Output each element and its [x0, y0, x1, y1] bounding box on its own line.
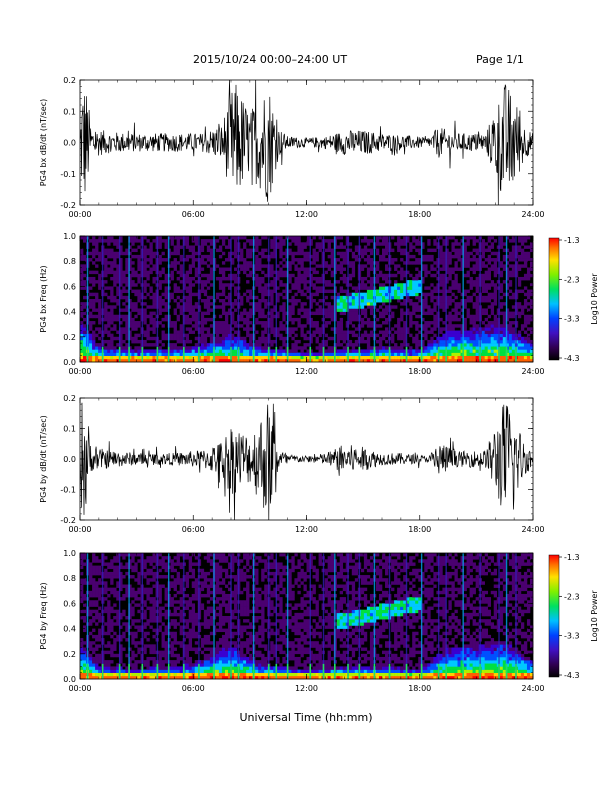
x-axis-title: Universal Time (hh:mm)	[239, 711, 373, 724]
x-tick-label: 18:00	[408, 210, 431, 219]
y-tick-label: 0.2	[63, 650, 76, 659]
colorbar-tick-label: -1.3	[564, 236, 580, 245]
waveform-trace	[80, 402, 533, 520]
x-tick-label: 00:00	[68, 525, 91, 534]
y-tick-label: 0.0	[63, 139, 76, 148]
y-axis-label: PG4 by dB/dt (nT/sec)	[39, 415, 48, 502]
y-tick-label: 0.8	[63, 574, 76, 583]
colorbar-tick-label: -3.3	[564, 315, 580, 324]
x-tick-label: 06:00	[182, 210, 205, 219]
x-tick-label: 00:00	[68, 210, 91, 219]
chart-panel-1: 0.2 0.1 0.0 -0.1 -0.200:00 06:00 12:00 18:00 24:…	[39, 76, 545, 219]
x-tick-label: 12:00	[295, 210, 318, 219]
y-axis-label: PG4 by Freq (Hz)	[39, 582, 48, 649]
y-tick-label: -0.2	[60, 516, 76, 525]
y-axis-label: PG4 bx Freq (Hz)	[39, 265, 48, 332]
colorbar	[548, 237, 560, 361]
y-tick-label: 1.0	[63, 232, 76, 241]
colorbar-tick-label: -4.3	[564, 671, 580, 680]
y-tick-label: 1.0	[63, 549, 76, 558]
colorbar-tick-label: -3.3	[564, 632, 580, 641]
x-tick-label: 24:00	[521, 525, 544, 534]
y-tick-label: 0.2	[63, 76, 76, 85]
y-axis-label: PG4 bx dB/dt (nT/sec)	[39, 99, 48, 186]
y-tick-label: 0.8	[63, 257, 76, 266]
y-tick-label: 0.2	[63, 333, 76, 342]
x-tick-label: 12:00	[295, 684, 318, 693]
x-tick-label: 18:00	[408, 525, 431, 534]
x-tick-label: 06:00	[182, 367, 205, 376]
y-tick-label: 0.4	[63, 308, 76, 317]
chart-panel-3: 0.2 0.1 0.0 -0.1 -0.200:00 06:00 12:00 18:00 24:…	[39, 394, 545, 534]
x-tick-label: 06:00	[182, 525, 205, 534]
colorbar-tick-label: -1.3	[564, 553, 580, 562]
y-tick-label: 0.1	[63, 107, 76, 116]
x-tick-label: 24:00	[521, 367, 544, 376]
chart-panel-4: -1.3 -2.3 -3.3 -4.3 Log10 Power 1.0 0.8 0.6 0.4 0…	[39, 549, 599, 693]
y-tick-label: 0.0	[63, 358, 76, 367]
colorbar-tick-label: -4.3	[564, 354, 580, 363]
x-tick-label: 18:00	[408, 684, 431, 693]
x-tick-label: 00:00	[68, 684, 91, 693]
y-tick-label: 0.2	[63, 394, 76, 403]
page-number: Page 1/1	[476, 53, 524, 66]
x-tick-label: 24:00	[521, 210, 544, 219]
x-tick-label: 06:00	[182, 684, 205, 693]
y-tick-label: 0.1	[63, 425, 76, 434]
y-tick-label: 0.6	[63, 282, 76, 291]
y-tick-label: 0.4	[63, 625, 76, 634]
colorbar-label: Log10 Power	[590, 273, 599, 325]
y-tick-label: 0.0	[63, 455, 76, 464]
colorbar-tick-label: -2.3	[564, 275, 580, 284]
chart-panel-2: -1.3 -2.3 -3.3 -4.3 Log10 Power 1.0 0.8 0.6 0.4 0…	[39, 232, 599, 376]
x-tick-label: 12:00	[295, 525, 318, 534]
y-tick-label: 0.0	[63, 675, 76, 684]
waveform-trace	[80, 80, 533, 205]
page-title: 2015/10/24 00:00–24:00 UT	[193, 53, 348, 66]
y-tick-label: -0.1	[60, 486, 76, 495]
colorbar	[548, 554, 560, 678]
y-tick-label: 0.6	[63, 599, 76, 608]
x-tick-label: 24:00	[521, 684, 544, 693]
x-tick-label: 00:00	[68, 367, 91, 376]
colorbar-tick-label: -2.3	[564, 592, 580, 601]
x-tick-label: 18:00	[408, 367, 431, 376]
y-tick-label: -0.1	[60, 170, 76, 179]
y-tick-label: -0.2	[60, 201, 76, 210]
x-tick-label: 12:00	[295, 367, 318, 376]
colorbar-label: Log10 Power	[590, 590, 599, 642]
